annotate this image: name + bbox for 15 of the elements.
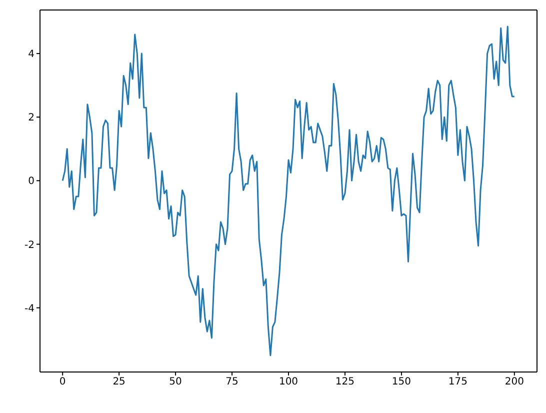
x-tick-label: 200 [504, 376, 524, 388]
x-tick-label: 150 [392, 376, 411, 388]
x-tick-label: 50 [169, 376, 182, 388]
x-tick-label: 125 [335, 376, 355, 388]
line-series [62, 26, 516, 356]
y-tick-label: -2 [24, 240, 34, 251]
y-tick-label: 2 [28, 112, 34, 124]
x-tick-label: 100 [278, 376, 298, 388]
x-tick-label: 25 [112, 376, 126, 388]
x-tick-label: 175 [448, 376, 468, 388]
x-tick-label: 0 [59, 376, 66, 388]
x-tick-label: 75 [226, 376, 238, 388]
y-tick-label: -4 [24, 303, 34, 314]
y-tick-label: 4 [28, 49, 34, 60]
y-tick-label: 0 [28, 176, 34, 188]
